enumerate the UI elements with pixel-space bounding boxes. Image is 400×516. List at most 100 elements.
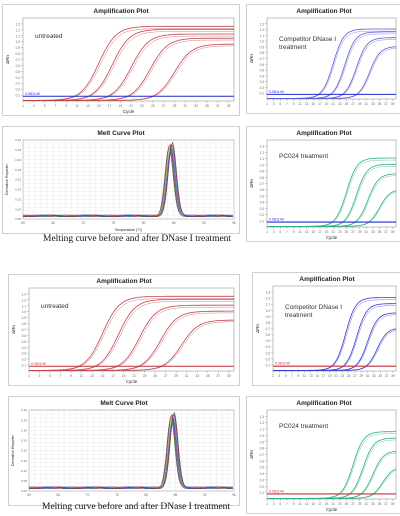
amplification-plot: Amplification Plot 0.1 0.2 0.3 0.4 0.5 0.6 0.7 0… (249, 400, 397, 512)
plot-title: Amplification Plot (93, 8, 149, 15)
y-tick-label: 1.2 (260, 151, 265, 155)
y-tick-label: 0.4 (16, 76, 21, 80)
x-tick-label: 35 (378, 502, 382, 506)
x-tick-label: 33 (371, 502, 375, 506)
x-tick-label: 25 (345, 102, 349, 106)
y-tick-label: 0.8 (260, 447, 265, 451)
y-tick-label: 0.1 (266, 363, 271, 367)
y-tick-label: 0.3 (16, 82, 21, 86)
x-tick-label: 3 (278, 374, 280, 378)
x-tick-label: 33 (371, 230, 375, 234)
y-tick-label: 0.9 (260, 170, 265, 174)
y-tick-label: 0.7 (22, 328, 27, 332)
y-tick-label: 1.0 (260, 40, 265, 44)
x-tick-label: 60 (21, 221, 25, 225)
x-tick-label: 21 (331, 230, 335, 234)
y-tick-label: 0.1 (260, 491, 265, 495)
caption-top: Melting curve before and after DNase I t… (43, 234, 232, 244)
x-tick-label: 7 (55, 104, 57, 108)
x-axis-label: Cycle (326, 235, 338, 240)
y-tick-label: 1.3 (16, 22, 21, 26)
x-tick-label: 31 (366, 374, 370, 378)
x-tick-label: 23 (338, 102, 342, 106)
y-tick-label: 0.1 (16, 94, 21, 98)
amplification-plot: Amplification Plot 0.1 0.2 0.3 0.4 0.5 0.6 0.7 0… (249, 130, 397, 240)
amplification-curve-replicate (267, 175, 397, 227)
x-tick-label: 23 (143, 374, 147, 378)
sample-label: PC024 treatment (279, 153, 328, 160)
x-tick-label: 11 (75, 104, 79, 108)
x-tick-label: 1 (28, 374, 30, 378)
x-tick-label: 31 (364, 230, 368, 234)
x-tick-label: 25 (153, 374, 157, 378)
x-tick-label: 29 (360, 374, 364, 378)
x-tick-label: 7 (60, 374, 62, 378)
x-tick-label: 15 (312, 102, 316, 106)
y-tick-label: 0.35 (15, 148, 21, 152)
x-tick-label: 17 (111, 374, 115, 378)
x-tick-label: 37 (216, 104, 220, 108)
y-tick-label: 0.3 (266, 351, 271, 355)
x-tick-label: 19 (119, 104, 123, 108)
x-tick-label: 37 (385, 374, 389, 378)
panel-competitor-bottom: Amplification Plot 0.1 0.2 0.3 0.4 0.5 0.6 0.7 0… (252, 272, 400, 386)
y-tick-label: 0.25 (15, 168, 21, 172)
y-tick-label: 0.4 (266, 345, 271, 349)
x-tick-label: 75 (115, 493, 119, 497)
y-tick-label: 0.8 (266, 321, 271, 325)
x-tick-label: 9 (293, 102, 295, 106)
y-tick-label: 1.1 (260, 157, 265, 161)
y-tick-label: 0.9 (22, 316, 27, 320)
threshold-label: 0.081149 (275, 362, 290, 366)
x-tick-label: 35 (378, 102, 382, 106)
x-tick-label: 13 (305, 102, 309, 106)
y-tick-label: 1.3 (260, 145, 265, 149)
x-tick-label: 39 (227, 374, 231, 378)
x-tick-label: 29 (174, 374, 178, 378)
y-tick-label: 0.2 (260, 213, 265, 217)
x-tick-label: 9 (293, 502, 295, 506)
y-tick-label: 0.05 (15, 207, 21, 211)
y-tick-label: 1.0 (16, 40, 21, 44)
x-tick-label: 1 (266, 502, 268, 506)
x-tick-label: 17 (322, 374, 326, 378)
y-tick-label: 0.3 (260, 478, 265, 482)
amplification-curve-replicate (267, 48, 397, 99)
amplification-plot: Amplification Plot 0.1 0.2 0.3 0.4 0.5 0.6 0.7 0… (11, 278, 235, 384)
x-tick-label: 3 (273, 230, 275, 234)
y-tick-label: 0.15 (15, 188, 21, 192)
x-axis-label: Cycle (126, 379, 138, 384)
y-tick-label: 1.3 (260, 22, 265, 26)
y-tick-label: 0.8 (22, 322, 27, 326)
y-tick-label: 0.9 (16, 46, 21, 50)
y-tick-label: 0.1 (22, 364, 27, 368)
x-tick-label: 3 (273, 502, 275, 506)
x-tick-label: 31 (184, 104, 188, 108)
x-tick-label: 70 (82, 221, 86, 225)
y-tick-label: 1.0 (266, 309, 271, 313)
y-tick-label: 1.2 (260, 421, 265, 425)
y-axis-label: ΔRn (5, 55, 10, 64)
x-tick-label: 25 (345, 502, 349, 506)
x-tick-label: 33 (194, 104, 198, 108)
x-tick-label: 19 (325, 230, 329, 234)
amplification-curve-replicate (23, 45, 235, 101)
y-tick-label: 0.10 (21, 469, 27, 473)
panel-untreated-top: Amplification Plot 0.1 0.2 0.3 0.4 0.5 0.6 0.7 0… (2, 4, 240, 116)
plot-title: Amplification Plot (96, 278, 152, 285)
x-tick-label: 11 (298, 502, 302, 506)
x-tick-label: 13 (309, 374, 313, 378)
y-tick-label: 0.2 (260, 86, 265, 90)
panel-untreated-bottom: Amplification Plot 0.1 0.2 0.3 0.4 0.5 0.6 0.7 0… (8, 274, 240, 386)
y-tick-label: 1.2 (266, 297, 271, 301)
plot-title: Amplification Plot (296, 130, 352, 137)
x-tick-label: 21 (129, 104, 133, 108)
threshold-label: 0.081149 (31, 362, 46, 366)
x-tick-label: 39 (391, 102, 395, 106)
y-tick-label: 0.4 (22, 346, 27, 350)
y-axis-label: ΔRn (255, 324, 260, 333)
y-tick-label: 1.1 (22, 304, 27, 308)
y-tick-label: 0.2 (260, 485, 265, 489)
x-tick-label: 29 (173, 104, 177, 108)
amplification-curve-replicate (273, 330, 397, 371)
